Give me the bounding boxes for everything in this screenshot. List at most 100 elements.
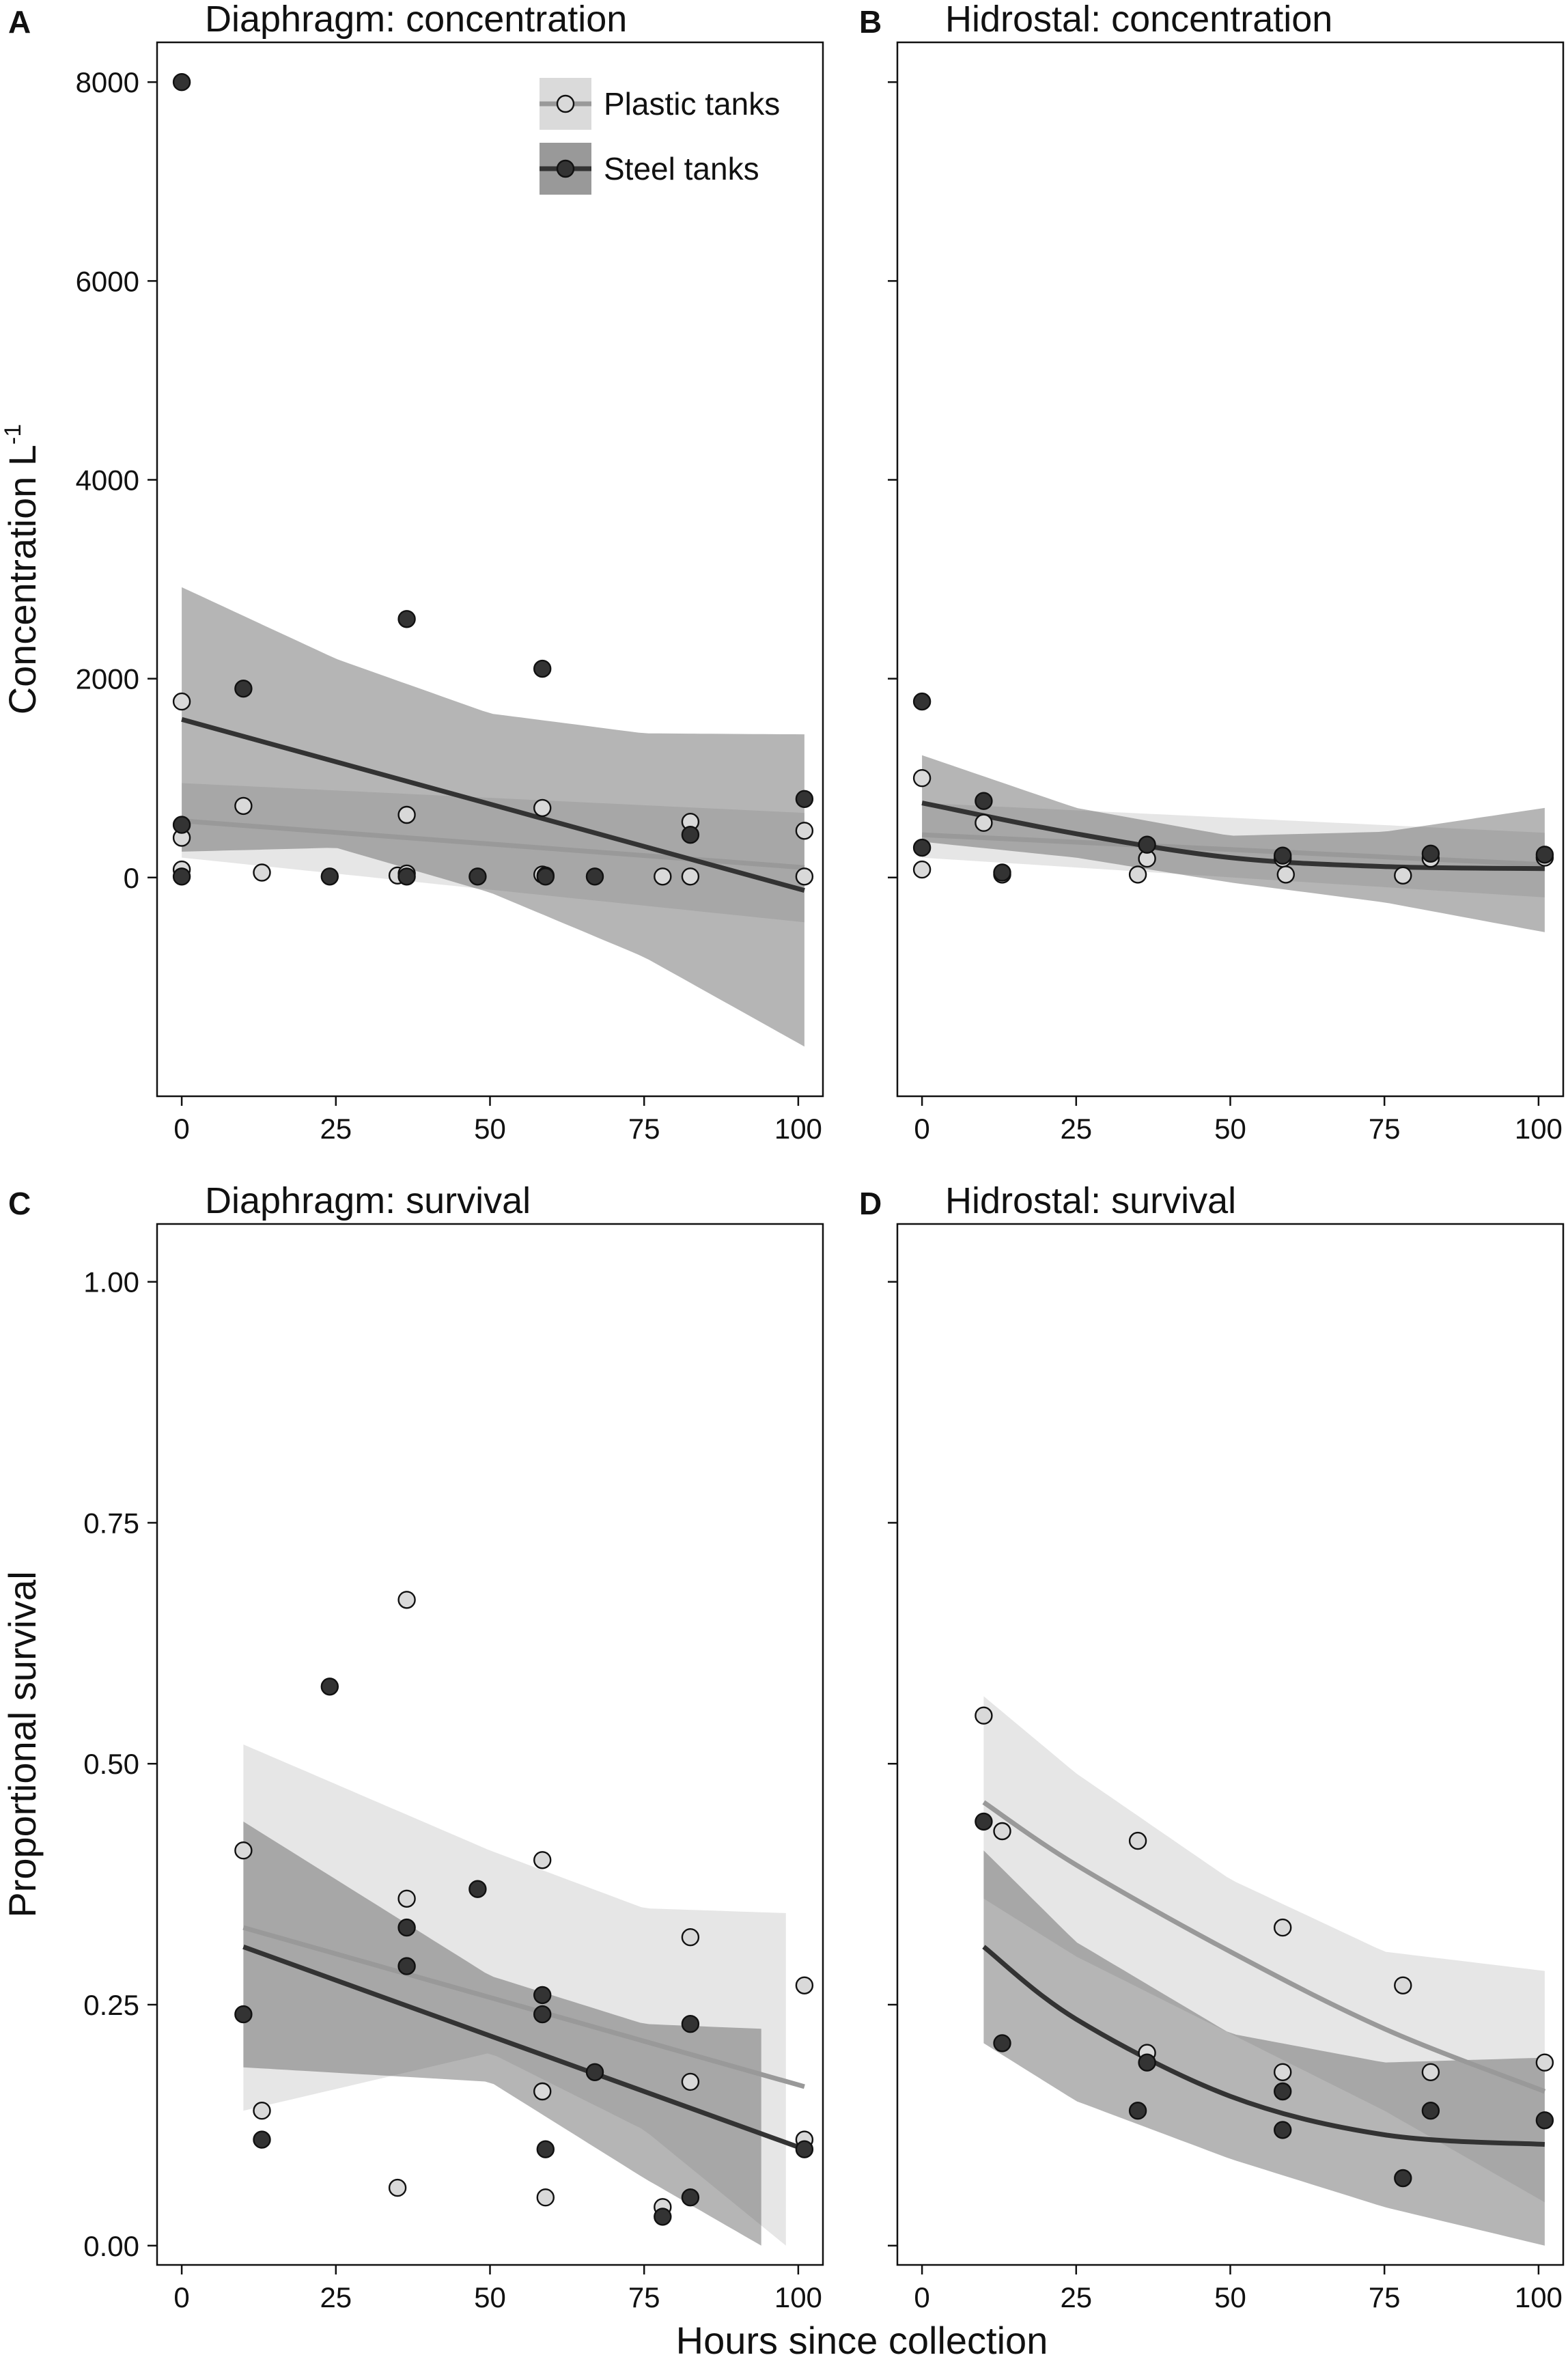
confidence-band-steel — [983, 1850, 1545, 2246]
data-point-steel — [681, 2014, 700, 2033]
data-point-plastic — [1273, 2063, 1292, 2082]
fit-line-plastic — [982, 1800, 1546, 2094]
data-point-steel — [1273, 2082, 1292, 2101]
data-point-plastic — [1128, 1831, 1147, 1850]
data-point-plastic — [234, 1841, 253, 1860]
data-point-steel — [993, 863, 1011, 882]
data-point-plastic — [533, 1851, 552, 1869]
data-point-steel — [397, 867, 416, 886]
x-tick-label: 25 — [1060, 2281, 1092, 2313]
data-point-plastic — [397, 1591, 416, 1609]
data-point-plastic — [795, 822, 814, 840]
confidence-band-plastic — [182, 783, 804, 923]
data-point-plastic — [1394, 866, 1412, 885]
data-point-steel — [1138, 2053, 1156, 2072]
data-point-steel — [468, 867, 487, 886]
data-point-plastic — [912, 860, 932, 879]
confidence-band-steel — [182, 587, 804, 1047]
y-axis-title: Concentration L-1 — [0, 424, 44, 715]
data-point-plastic — [397, 1889, 416, 1908]
plot-area — [172, 72, 814, 1047]
x-tick-label: 25 — [320, 2281, 352, 2313]
y-tick-label: 0.00 — [83, 2230, 139, 2262]
data-point-steel — [1273, 846, 1292, 865]
data-point-plastic — [795, 867, 814, 886]
data-point-steel — [253, 2130, 271, 2149]
confidence-band-plastic — [983, 1696, 1545, 2203]
fit-line-steel — [181, 716, 805, 893]
data-point-steel — [320, 1678, 339, 1696]
data-point-steel — [320, 867, 339, 886]
data-point-plastic — [795, 1976, 814, 1995]
data-point-steel — [172, 816, 191, 834]
data-point-plastic — [1276, 865, 1296, 884]
legend-marker — [556, 94, 575, 113]
x-tick-label: 75 — [628, 2281, 660, 2313]
y-tick-label: 4000 — [76, 464, 139, 496]
data-point-steel — [1421, 844, 1440, 863]
fit-line-steel — [921, 801, 1545, 872]
data-point-steel — [234, 680, 253, 698]
data-point-steel — [912, 692, 932, 711]
data-point-steel — [975, 792, 993, 810]
data-point-steel — [1535, 2111, 1554, 2130]
data-point-steel — [585, 867, 604, 886]
x-tick-label: 0 — [914, 1113, 929, 1145]
data-point-steel — [468, 1880, 487, 1898]
data-point-steel — [795, 2140, 814, 2158]
data-point-steel — [533, 2005, 552, 2024]
data-point-steel — [1273, 2121, 1292, 2139]
data-point-steel — [172, 72, 191, 92]
y-axis-title-superscript: -1 — [0, 424, 26, 445]
data-point-plastic — [536, 2188, 555, 2207]
data-point-plastic — [172, 692, 191, 711]
x-tick-label: 75 — [628, 1113, 660, 1145]
data-point-steel — [681, 2188, 700, 2207]
data-point-plastic — [975, 813, 993, 832]
data-point-plastic — [234, 796, 253, 816]
data-point-plastic — [533, 798, 552, 818]
legend: Plastic tanks Steel tanks — [540, 78, 780, 195]
x-tick-label: 25 — [320, 1113, 352, 1145]
y-tick-label: 2000 — [76, 663, 139, 695]
x-axis-title: Hours since collection — [676, 2319, 1048, 2362]
panel-c: C Diaphragm: survival 0 25 50 75 100 0.00 0.25 0.… — [1, 1180, 824, 2313]
data-point-plastic — [681, 2072, 700, 2091]
x-tick-label: 50 — [474, 1113, 506, 1145]
data-point-steel — [1535, 846, 1554, 864]
data-point-steel — [993, 2034, 1011, 2052]
fit-line-steel — [242, 1945, 806, 2152]
x-tick-label: 50 — [1214, 2281, 1246, 2313]
x-tick-label: 75 — [1369, 1113, 1401, 1145]
data-point-plastic — [253, 863, 271, 882]
data-point-plastic — [1394, 1976, 1412, 1995]
data-point-steel — [1394, 2169, 1412, 2188]
fit-line-plastic — [242, 1925, 805, 2089]
confidence-band-plastic — [243, 1744, 786, 2246]
data-point-steel — [681, 825, 700, 844]
panel-a: A Diaphragm: concentration 0 25 50 75 100 0 2000… — [0, 0, 824, 1145]
confidence-band-steel — [922, 755, 1545, 932]
data-point-steel — [397, 1957, 416, 1975]
confidence-band-steel — [243, 1821, 761, 2246]
data-point-steel — [1138, 835, 1156, 854]
legend-marker — [556, 159, 575, 178]
legend-item-plastic: Plastic tanks — [540, 78, 780, 130]
data-point-plastic — [1421, 2063, 1440, 2082]
plot-frame — [896, 41, 1565, 1098]
data-point-plastic — [912, 768, 932, 788]
data-point-plastic — [975, 1706, 993, 1725]
data-point-steel — [533, 659, 552, 678]
data-point-plastic — [1273, 1918, 1292, 1937]
data-point-steel — [536, 2140, 555, 2158]
data-point-plastic — [533, 2082, 552, 2101]
data-point-steel — [234, 2005, 253, 2024]
x-tick-label: 0 — [173, 2281, 189, 2313]
panel-title: Hidrostal: survival — [945, 1180, 1236, 1221]
panel-title: Diaphragm: survival — [205, 1180, 531, 1221]
data-point-steel — [536, 867, 555, 886]
y-tick-label: 0.25 — [83, 1989, 139, 2021]
x-tick-label: 100 — [1515, 1113, 1563, 1145]
data-point-steel — [172, 867, 191, 886]
panel-letter: C — [8, 1186, 31, 1221]
